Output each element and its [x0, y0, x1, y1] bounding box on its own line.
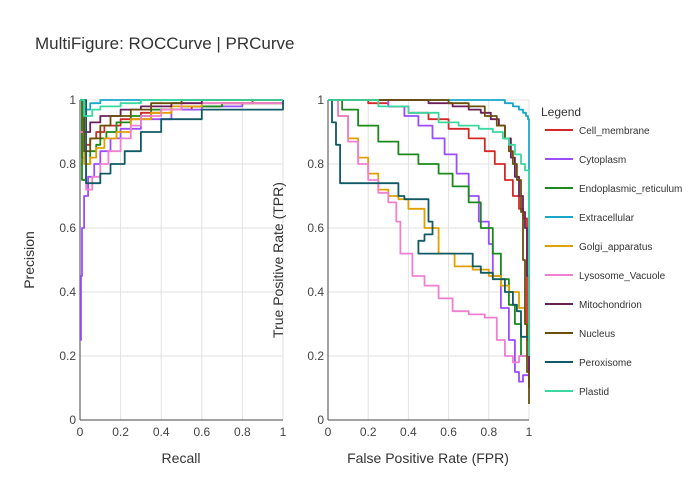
- x-tick-label: 0.2: [112, 425, 129, 439]
- y-tick-label: 0.6: [307, 221, 324, 235]
- x-tick-label: 0: [325, 425, 332, 439]
- legend-item-cell-membrane[interactable]: Cell_membrane: [579, 126, 650, 137]
- legend-item-golgi-apparatus[interactable]: Golgi_apparatus: [579, 242, 652, 253]
- x-tick-label: 0.6: [193, 425, 210, 439]
- pr-curve-mitochondrion: [80, 99, 283, 133]
- roc-curve-nucleus: [328, 99, 530, 404]
- x-tick-label: 1: [526, 425, 533, 439]
- roc-curve-extracellular: [328, 99, 530, 324]
- legend-item-peroxisome[interactable]: Peroxisome: [579, 358, 632, 369]
- y-axis-label: Precision: [21, 231, 37, 289]
- roc-curve-plastid: [328, 99, 530, 356]
- y-tick-label: 0.8: [307, 157, 324, 171]
- x-tick-label: 1: [280, 425, 287, 439]
- legend-item-plastid[interactable]: Plastid: [579, 387, 609, 398]
- pr-curve-peroxisome: [80, 99, 284, 185]
- y-tick-label: 0.6: [59, 221, 76, 235]
- chart-title: MultiFigure: ROCCurve | PRCurve: [35, 34, 295, 53]
- x-tick-label: 0.8: [234, 425, 251, 439]
- x-tick-label: 0.6: [440, 425, 457, 439]
- y-tick-label: 0.8: [59, 157, 76, 171]
- x-axis-label: Recall: [162, 450, 201, 466]
- pr-curve-plastid: [80, 99, 283, 117]
- pr-subplot: 0 0.2 0.4 0.6 0.8 1 0 0.2 0.4 0.6 0.8 1 Recall Precis…: [21, 93, 287, 466]
- y-tick-label: 1: [317, 93, 324, 107]
- legend: Legend Cell_membrane Cytoplasm Endoplasmic…: [541, 105, 682, 398]
- pr-curve-lysosome-vacuole: [80, 100, 284, 191]
- x-tick-label: 0.2: [360, 425, 377, 439]
- y-tick-label: 0: [69, 413, 76, 427]
- roc-curve-peroxisome: [328, 99, 530, 344]
- legend-item-extracellular[interactable]: Extracellular: [579, 213, 635, 224]
- legend-item-mitochondrion[interactable]: Mitochondrion: [579, 300, 642, 311]
- legend-item-endoplasmic-reticulum[interactable]: Endoplasmic_reticulum: [579, 184, 682, 195]
- x-tick-label: 0.4: [400, 425, 417, 439]
- y-tick-label: 0.2: [59, 349, 76, 363]
- legend-title: Legend: [541, 105, 581, 119]
- legend-item-lysosome-vacuole[interactable]: Lysosome_Vacuole: [579, 271, 666, 282]
- y-axis-label: True Positive Rate (TPR): [270, 182, 286, 338]
- x-tick-label: 0: [77, 425, 84, 439]
- pr-curve-nucleus: [80, 99, 283, 153]
- roc-subplot: 0 0.2 0.4 0.6 0.8 1 0 0.2 0.4 0.6 0.8 1 False Positi…: [270, 93, 533, 466]
- y-tick-label: 0: [317, 413, 324, 427]
- x-tick-label: 0.8: [480, 425, 497, 439]
- x-tick-label: 0.4: [153, 425, 170, 439]
- legend-item-cytoplasm[interactable]: Cytoplasm: [579, 155, 626, 166]
- y-tick-label: 1: [69, 93, 76, 107]
- y-tick-label: 0.4: [59, 285, 76, 299]
- pr-curve-cytoplasm: [80, 100, 284, 341]
- roc-curve-lysosome-vacuole: [328, 99, 530, 372]
- roc-curve-cytoplasm: [328, 99, 530, 383]
- y-tick-label: 0.4: [307, 285, 324, 299]
- legend-item-nucleus[interactable]: Nucleus: [579, 329, 615, 340]
- y-tick-label: 0.2: [307, 349, 324, 363]
- x-axis-label: False Positive Rate (FPR): [347, 450, 509, 466]
- pr-curve-golgi-apparatus: [80, 99, 284, 165]
